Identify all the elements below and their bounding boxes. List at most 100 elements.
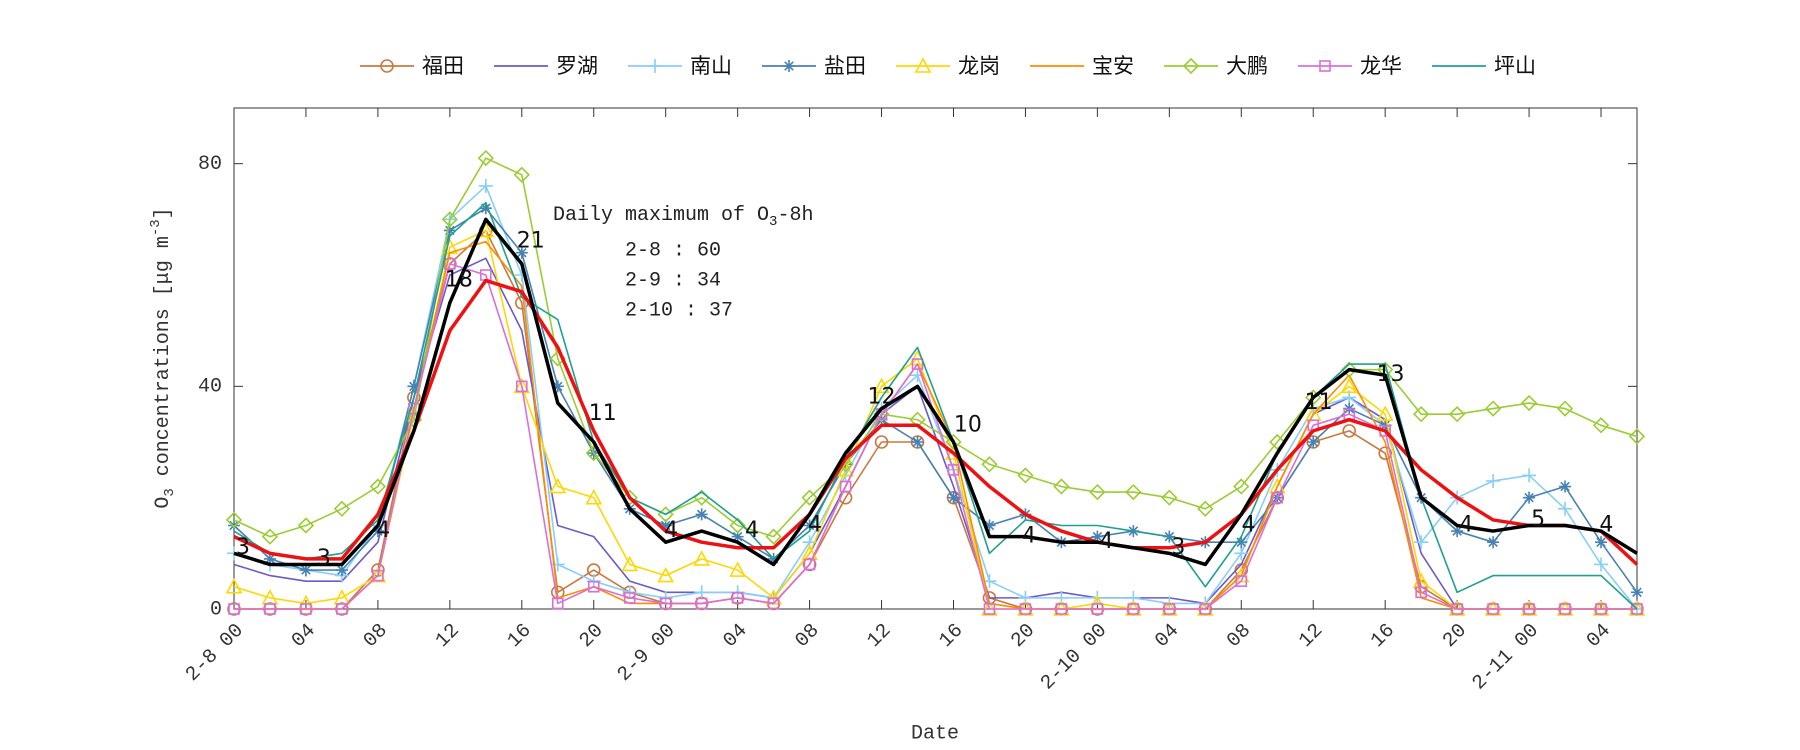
- y-tick-label: 40: [198, 376, 222, 399]
- marker: [585, 488, 603, 505]
- marker: [1451, 525, 1464, 538]
- marker: [1161, 489, 1178, 506]
- marker: [1376, 405, 1394, 421]
- marker: [693, 550, 711, 566]
- marker: [873, 377, 890, 394]
- marker: [551, 380, 564, 393]
- marker: [731, 592, 744, 604]
- marker: [1558, 501, 1573, 516]
- marker: [587, 580, 600, 593]
- marker: [729, 561, 746, 577]
- marker: [1487, 536, 1500, 549]
- marker: [478, 178, 493, 193]
- legend-label: 龙华: [1360, 54, 1402, 78]
- x-tick-label: 16: [503, 619, 536, 652]
- marker: [443, 224, 456, 237]
- series-line: [233, 257, 1637, 610]
- point-label: 13: [1377, 362, 1405, 387]
- annotation-sub: 3: [769, 214, 777, 230]
- marker: [731, 530, 744, 543]
- marker: [1199, 603, 1212, 615]
- marker: [1486, 473, 1501, 488]
- legend-item: 福田: [360, 54, 464, 78]
- annotation-line: 2-8 : 60: [625, 239, 721, 262]
- y-label-part: O: [152, 497, 175, 509]
- marker: [1448, 406, 1466, 423]
- marker: [1342, 424, 1357, 438]
- legend-label: 盐田: [824, 54, 866, 78]
- legend-label: 罗湖: [556, 54, 598, 78]
- marker: [983, 603, 996, 615]
- x-tick-label: 04: [287, 619, 320, 652]
- series-line: [233, 157, 1638, 538]
- y-label-part: concentrations [: [152, 284, 175, 488]
- marker: [1414, 535, 1429, 550]
- marker: [1089, 483, 1106, 501]
- marker: [801, 489, 818, 506]
- legend-label: 龙岗: [958, 54, 1000, 78]
- marker: [441, 211, 458, 228]
- marker: [695, 508, 708, 521]
- y-tick-label: 80: [198, 153, 222, 176]
- marker: [983, 519, 996, 532]
- marker: [1091, 603, 1104, 615]
- x-tick-label: 12: [431, 619, 464, 652]
- marker: [659, 597, 672, 610]
- point-label: 4: [1241, 513, 1255, 538]
- y-label-part: μg m: [152, 236, 175, 284]
- marker: [515, 380, 528, 393]
- marker: [659, 519, 672, 532]
- marker: [228, 519, 240, 532]
- marker: [372, 569, 384, 582]
- marker: [1378, 446, 1392, 460]
- x-tick-label: 20: [575, 619, 608, 652]
- y-axis-label: O3 concentrations [μg m-3]: [148, 207, 178, 508]
- marker: [369, 478, 387, 495]
- marker: [1595, 603, 1607, 615]
- marker: [515, 246, 528, 259]
- marker: [1523, 603, 1535, 615]
- marker: [621, 489, 638, 506]
- marker: [1234, 546, 1249, 561]
- marker: [371, 525, 384, 538]
- point-label: 4: [1022, 524, 1036, 549]
- marker: [1628, 428, 1646, 445]
- x-tick-label: 2-8 00: [181, 619, 248, 686]
- marker: [1055, 603, 1068, 615]
- marker: [479, 202, 492, 215]
- marker: [1487, 603, 1499, 615]
- legend-label: 南山: [690, 54, 732, 78]
- series-line: [233, 278, 1639, 566]
- y-label-part: ]: [152, 207, 175, 219]
- x-tick-label: 08: [359, 619, 392, 652]
- marker: [300, 603, 312, 615]
- point-label: 4: [1459, 513, 1473, 538]
- marker: [803, 558, 816, 571]
- marker: [228, 603, 240, 615]
- marker: [335, 564, 348, 577]
- point-label: 11: [589, 401, 617, 426]
- marker: [1631, 586, 1643, 599]
- point-label: 11: [1305, 390, 1333, 415]
- marker: [1594, 557, 1609, 572]
- marker: [648, 59, 662, 73]
- marker: [1520, 394, 1538, 412]
- x-tick-label: 12: [863, 619, 896, 652]
- legend-item: 大鹏: [1164, 54, 1268, 78]
- marker: [1631, 603, 1643, 615]
- y-label-sub: 3: [162, 488, 178, 496]
- annotation-title: Daily maximum of O3-8h: [553, 204, 813, 229]
- point-label: 18: [445, 268, 473, 293]
- x-tick-label: 04: [719, 619, 752, 652]
- point-label: 21: [517, 229, 545, 254]
- annotation-part: -8h: [777, 204, 813, 227]
- marker: [1340, 377, 1358, 394]
- point-label: 4: [664, 518, 678, 543]
- marker: [874, 435, 889, 449]
- marker: [369, 566, 387, 583]
- point-label: 4: [745, 518, 759, 543]
- marker: [263, 552, 276, 565]
- point-label: 3: [236, 535, 250, 560]
- marker: [1182, 57, 1200, 75]
